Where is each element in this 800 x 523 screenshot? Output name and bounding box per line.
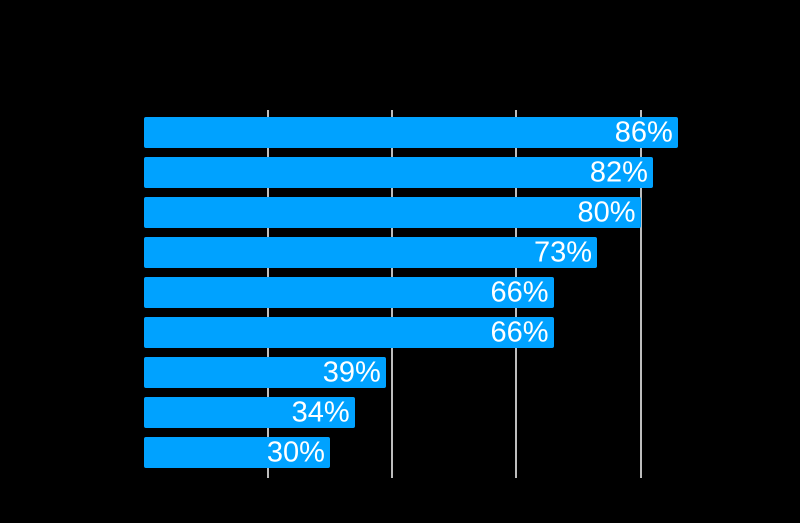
bar-value-label: 73% — [533, 236, 592, 268]
bar-value-label: 66% — [490, 276, 549, 308]
bar-value-label: 39% — [322, 356, 381, 388]
bar-value-label: 30% — [266, 436, 325, 468]
bar: 73% — [143, 236, 597, 268]
gridline-80 — [639, 110, 642, 478]
bar: 86% — [143, 116, 678, 148]
bar: 80% — [143, 196, 641, 228]
bar-value-label: 86% — [614, 116, 673, 148]
bar-value-label: 34% — [291, 396, 350, 428]
bar: 39% — [143, 356, 386, 388]
bar-value-label: 82% — [589, 156, 648, 188]
bar: 30% — [143, 436, 330, 468]
bar-value-label: 80% — [577, 196, 636, 228]
bar-value-label: 66% — [490, 316, 549, 348]
bar: 82% — [143, 156, 653, 188]
bar: 34% — [143, 396, 355, 428]
bar: 66% — [143, 316, 554, 348]
bar: 66% — [143, 276, 554, 308]
